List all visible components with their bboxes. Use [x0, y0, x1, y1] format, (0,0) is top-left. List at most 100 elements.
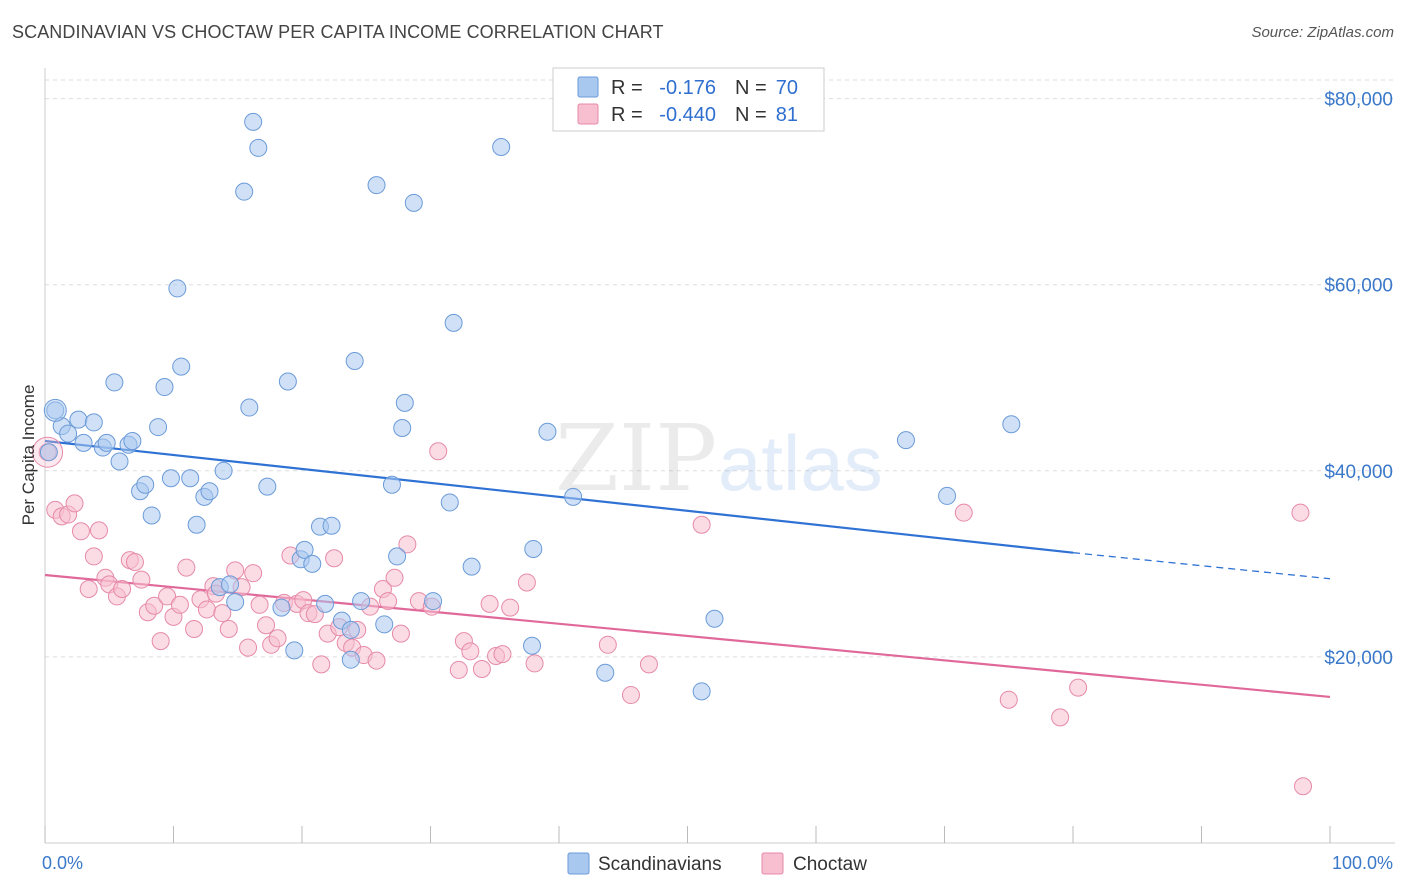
legend-r-label-blue: R =: [611, 77, 643, 99]
scandinavian-point: [69, 410, 88, 429]
y-axis-title: Per Capita Income: [19, 385, 38, 526]
scandinavian-point: [97, 433, 116, 452]
choctaw-point: [197, 600, 216, 619]
y-tick-label: $20,000: [1324, 648, 1393, 669]
source-note: Source: ZipAtlas.com: [1251, 24, 1394, 41]
scandinavian-point: [341, 620, 360, 639]
choctaw-point: [244, 564, 263, 583]
zipatlas-watermark: ZIP atlas: [555, 405, 883, 512]
watermark-zip: ZIP: [555, 405, 717, 512]
scandinavian-point: [424, 592, 443, 611]
scandinavian-point: [492, 137, 511, 156]
scandinavian-point: [272, 598, 291, 617]
x-tick-label: 100.0%: [1332, 853, 1393, 873]
choctaw-point: [1069, 678, 1088, 697]
scandinavian-point: [341, 650, 360, 669]
legend-n-value-blue: 70: [776, 77, 798, 99]
scandinavian-point: [221, 575, 240, 594]
scandinavian-point: [705, 609, 724, 628]
y-tick-label: $60,000: [1324, 276, 1393, 297]
scandinavian-point: [46, 401, 65, 420]
scandinavian-point: [149, 418, 168, 437]
scandinavian-point: [249, 138, 268, 157]
scandinavian-point: [172, 357, 191, 376]
scandinavian-point: [1002, 415, 1021, 434]
scandinavian-point: [226, 593, 245, 612]
scandinavian-trend-extension: [1072, 552, 1331, 580]
choctaw-point: [391, 624, 410, 643]
choctaw-point: [999, 690, 1018, 709]
scandinavian-point: [938, 486, 957, 505]
correlation-legend: R = -0.176 N = 70 R = -0.440 N = 81: [552, 67, 825, 132]
scandinavian-point: [896, 431, 915, 450]
scandinavian-point: [123, 432, 142, 451]
scandinavian-point: [244, 112, 263, 131]
scandinavian-point: [142, 506, 161, 525]
choctaw-point: [429, 442, 448, 461]
scandinavian-point: [295, 540, 314, 559]
choctaw-point: [449, 660, 468, 679]
choctaw-point: [185, 619, 204, 638]
scandinavian-point: [161, 469, 180, 488]
choctaw-point: [71, 522, 90, 541]
legend-r-label-pink: R =: [611, 104, 643, 126]
choctaw-point: [125, 552, 144, 571]
choctaw-point: [639, 655, 658, 674]
y-tick-label: $80,000: [1324, 90, 1393, 111]
choctaw-point: [1291, 503, 1310, 522]
scandinavian-point: [200, 482, 219, 501]
scandinavian-point: [322, 516, 341, 535]
scandinavian-point: [382, 475, 401, 494]
scandinavian-point: [136, 475, 155, 494]
scandinavian-point: [596, 663, 615, 682]
scandinavian-point: [388, 547, 407, 566]
y-tick-label: $40,000: [1324, 462, 1393, 483]
scandinavian-point: [39, 443, 58, 462]
scandinavian-point: [181, 469, 200, 488]
bottom-legend-label-scandinavians: Scandinavians: [598, 854, 722, 875]
choctaw-point: [1294, 777, 1313, 796]
bottom-legend-label-choctaw: Choctaw: [793, 854, 867, 875]
scandinavian-point: [393, 419, 412, 438]
choctaw-point: [954, 503, 973, 522]
scandinavian-point: [404, 193, 423, 212]
series-legend: Scandinavians Choctaw: [567, 852, 867, 875]
choctaw-point: [621, 686, 640, 705]
choctaw-point: [84, 547, 103, 566]
choctaw-point: [379, 592, 398, 611]
scandinavian-point: [538, 422, 557, 441]
choctaw-point: [79, 579, 98, 598]
scandinavian-point: [524, 539, 543, 558]
scandinavian-point: [110, 452, 129, 471]
choctaw-trend-line: [44, 573, 1331, 699]
scandinavian-point: [285, 641, 304, 660]
scandinavian-point: [168, 279, 187, 298]
choctaw-point: [517, 573, 536, 592]
choctaw-point: [480, 594, 499, 613]
choctaw-point: [501, 598, 520, 617]
choctaw-point: [268, 629, 287, 648]
scandinavian-point: [440, 493, 459, 512]
x-tick-label: 0.0%: [42, 853, 83, 873]
scandinavian-point: [240, 398, 259, 417]
choctaw-point: [113, 579, 132, 598]
bottom-legend-swatch-scandinavians: [567, 852, 590, 875]
choctaw-point: [239, 638, 258, 657]
choctaw-point: [145, 596, 164, 615]
choctaw-point: [325, 549, 344, 568]
bottom-legend-swatch-choctaw: [761, 852, 784, 875]
choctaw-point: [385, 568, 404, 587]
watermark-atlas: atlas: [718, 419, 883, 507]
choctaw-point: [132, 570, 151, 589]
choctaw-point: [312, 655, 331, 674]
legend-n-label-blue: N =: [735, 77, 767, 99]
scandinavian-point: [444, 313, 463, 332]
legend-swatch-blue: [577, 76, 599, 98]
choctaw-point: [461, 642, 480, 661]
chart-title: SCANDINAVIAN VS CHOCTAW PER CAPITA INCOM…: [12, 22, 664, 42]
scandinavian-point: [564, 487, 583, 506]
scandinavian-point: [84, 413, 103, 432]
legend-r-value-pink: -0.440: [659, 104, 716, 126]
choctaw-points: [32, 436, 1313, 796]
